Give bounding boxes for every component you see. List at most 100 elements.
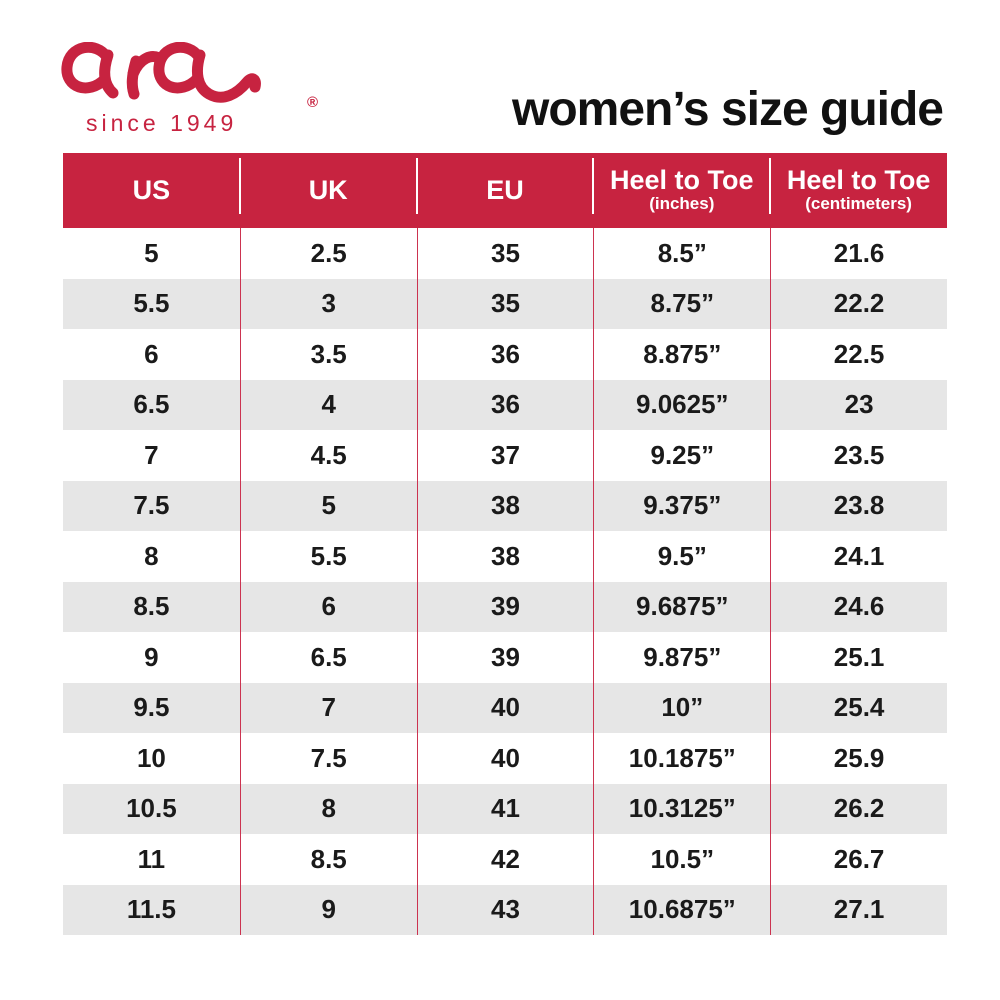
table-body: 5 2.5 35 8.5” 21.6 5.5 3 35 8.75” 22.2 6 3.5 36 8.875… (63, 228, 947, 935)
size-cell: 23.5 (770, 430, 947, 481)
page-title: women’s size guide (512, 83, 944, 136)
table-row: 8 5.5 38 9.5” 24.1 (63, 531, 947, 582)
column-header-us: US (63, 153, 240, 228)
table-row: 7.5 5 38 9.375” 23.8 (63, 480, 947, 531)
column-header-uk: UK (238, 153, 417, 228)
size-cell: 35 (416, 228, 594, 279)
size-cell: 6 (63, 329, 240, 380)
table-row: 11.5 9 43 10.6875” 27.1 (63, 884, 947, 935)
ara-logo-script (61, 42, 261, 103)
table-row: 5.5 3 35 8.75” 22.2 (63, 278, 947, 329)
size-cell: 25.9 (770, 733, 947, 784)
size-cell: 5.5 (239, 531, 417, 582)
size-cell: 9.375” (593, 480, 771, 531)
size-cell: 11 (63, 834, 240, 885)
size-cell: 42 (416, 834, 594, 885)
size-cell: 10.3125” (593, 783, 771, 834)
size-cell: 11.5 (63, 884, 240, 935)
table-row: 9 6.5 39 9.875” 25.1 (63, 632, 947, 683)
size-guide-table: US UK EU Heel to Toe (inches) Heel to Toe (cen… (63, 153, 947, 935)
size-cell: 36 (416, 329, 594, 380)
table-row: 6 3.5 36 8.875” 22.5 (63, 329, 947, 380)
size-cell: 3 (239, 278, 417, 329)
table-row: 9.5 7 40 10” 25.4 (63, 682, 947, 733)
size-cell: 7 (239, 682, 417, 733)
table-row: 6.5 4 36 9.0625” 23 (63, 379, 947, 430)
size-cell: 23.8 (770, 480, 947, 531)
size-cell: 9.875” (593, 632, 771, 683)
size-cell: 3.5 (239, 329, 417, 380)
size-cell: 24.1 (770, 531, 947, 582)
table-row: 10.5 8 41 10.3125” 26.2 (63, 783, 947, 834)
size-cell: 8 (63, 531, 240, 582)
size-cell: 6 (239, 581, 417, 632)
logo-tagline: since 1949 (86, 110, 238, 136)
column-header-heel-to-toe-centimeters: Heel to Toe (centimeters) (769, 153, 947, 228)
column-header-eu: EU (415, 153, 594, 228)
size-cell: 9 (239, 884, 417, 935)
size-cell: 9.6875” (593, 581, 771, 632)
column-label: EU (486, 175, 524, 206)
registered-trademark-icon: ® (306, 94, 318, 111)
table-header: US UK EU Heel to Toe (inches) Heel to Toe (cen… (63, 153, 947, 228)
table-row: 10 7.5 40 10.1875” 25.9 (63, 733, 947, 784)
size-cell: 9.25” (593, 430, 771, 481)
size-cell: 23 (770, 379, 947, 430)
table-row: 7 4.5 37 9.25” 23.5 (63, 430, 947, 481)
size-cell: 5 (239, 480, 417, 531)
size-cell: 43 (416, 884, 594, 935)
table-row: 8.5 6 39 9.6875” 24.6 (63, 581, 947, 632)
size-cell: 9 (63, 632, 240, 683)
column-label: Heel to Toe (786, 165, 931, 196)
size-cell: 22.5 (770, 329, 947, 380)
ara-logo: ® since 1949 (60, 42, 318, 142)
size-cell: 8.5 (239, 834, 417, 885)
column-header-heel-to-toe-inches: Heel to Toe (inches) (592, 153, 771, 228)
header-row: US UK EU Heel to Toe (inches) Heel to Toe (cen… (63, 153, 947, 228)
table-row: 5 2.5 35 8.5” 21.6 (63, 228, 947, 279)
column-label: US (132, 175, 171, 206)
size-cell: 7.5 (63, 480, 240, 531)
size-cell: 40 (416, 733, 594, 784)
size-cell: 38 (416, 531, 594, 582)
size-cell: 9.5” (593, 531, 771, 582)
size-cell: 22.2 (770, 278, 947, 329)
size-cell: 39 (416, 581, 594, 632)
size-cell: 21.6 (770, 228, 947, 279)
size-cell: 9.5 (63, 682, 240, 733)
size-cell: 41 (416, 783, 594, 834)
size-cell: 10.5 (63, 783, 240, 834)
size-cell: 9.0625” (593, 379, 771, 430)
size-cell: 8 (239, 783, 417, 834)
size-cell: 10.1875” (593, 733, 771, 784)
size-cell: 10.5” (593, 834, 771, 885)
size-cell: 4.5 (239, 430, 417, 481)
size-cell: 10 (63, 733, 240, 784)
size-cell: 40 (416, 682, 594, 733)
size-cell: 8.5” (593, 228, 771, 279)
size-cell: 39 (416, 632, 594, 683)
size-cell: 8.5 (63, 581, 240, 632)
size-cell: 8.875” (593, 329, 771, 380)
size-cell: 37 (416, 430, 594, 481)
size-cell: 10” (593, 682, 771, 733)
size-cell: 6.5 (239, 632, 417, 683)
column-label: Heel to Toe (610, 165, 754, 196)
size-cell: 4 (239, 379, 417, 430)
size-cell: 27.1 (770, 884, 947, 935)
size-cell: 38 (416, 480, 594, 531)
size-cell: 5.5 (63, 278, 240, 329)
column-sublabel: (inches) (649, 194, 715, 214)
size-cell: 6.5 (63, 379, 240, 430)
column-label: UK (308, 175, 348, 206)
column-sublabel: (centimeters) (805, 194, 912, 214)
size-cell: 5 (63, 228, 240, 279)
size-cell: 36 (416, 379, 594, 430)
size-cell: 26.7 (770, 834, 947, 885)
size-cell: 26.2 (770, 783, 947, 834)
size-cell: 2.5 (239, 228, 417, 279)
size-cell: 10.6875” (593, 884, 771, 935)
size-cell: 24.6 (770, 581, 947, 632)
size-cell: 7 (63, 430, 240, 481)
